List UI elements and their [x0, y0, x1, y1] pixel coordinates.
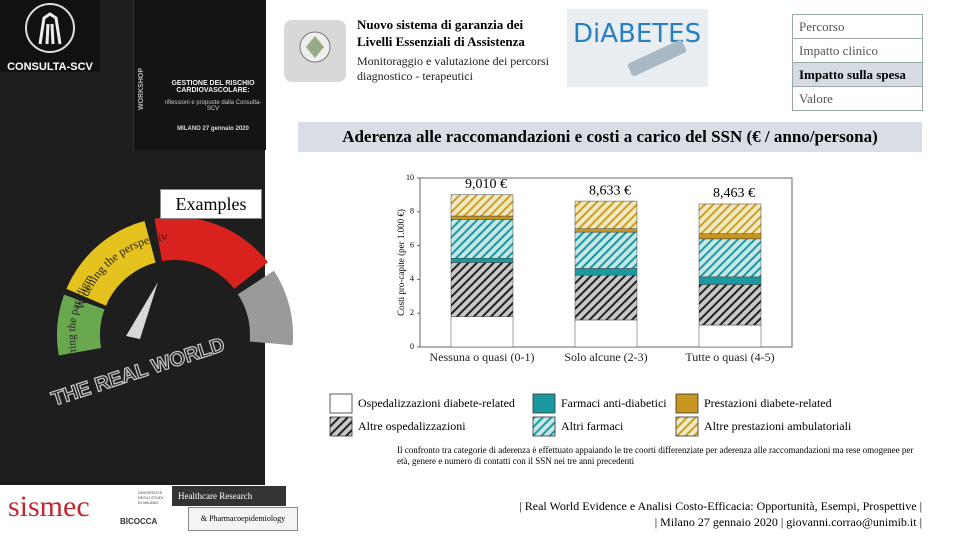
emblem-ring	[25, 3, 75, 53]
emblem-figure	[38, 12, 62, 45]
legend-label: Prestazioni diabete-related	[704, 396, 832, 410]
bar-segment	[698, 324, 762, 348]
diabetes-image: DiABETES	[567, 9, 708, 87]
emblem-star	[306, 36, 324, 58]
menu-item[interactable]: Valore	[792, 86, 923, 111]
poster: WORKSHOP GESTIONE DEL RISCHIO CARDIOVASC…	[133, 0, 266, 150]
gauge-needle	[126, 282, 158, 339]
bar-segment	[574, 231, 638, 269]
gauge-green	[56, 294, 105, 356]
sismec-logo: sismec	[8, 490, 90, 523]
x-tick-label: Tutte o quasi (4-5)	[685, 350, 775, 364]
gauge: Shifting the paradigm Widening the persp…	[0, 0, 294, 411]
legend-swatch	[329, 393, 353, 414]
header-title: Nuovo sistema di garanzia dei Livelli Es…	[357, 17, 525, 49]
total-label: 9,010 €	[465, 177, 507, 192]
bar-segment	[450, 316, 514, 348]
bar-segment	[574, 200, 638, 229]
bar-segment	[450, 262, 514, 317]
bar-segment	[450, 194, 514, 217]
bar-segment	[698, 238, 762, 278]
total-label: 8,633 €	[589, 183, 631, 198]
university-text: UNIVERSITÀ DEGLI STUDI DI MILANO	[138, 490, 164, 505]
poster-subtitle: riflessioni e proposte dalla Consulta-SC…	[164, 100, 262, 112]
legend-swatch	[675, 416, 699, 437]
poster-title: GESTIONE DEL RISCHIO CARDIOVASCOLARE:	[171, 80, 255, 94]
emblem	[299, 31, 331, 63]
bar-segment	[698, 203, 762, 235]
bar-segment	[574, 319, 638, 348]
emblem-box	[284, 20, 346, 82]
legend-swatch	[675, 393, 699, 414]
y-axis-label: Costi pro-capite (per 1.000 €)	[396, 209, 406, 316]
bar-segment	[450, 258, 514, 263]
y-tick-label: 2	[410, 308, 414, 317]
gauge-red	[154, 216, 268, 289]
bicocca-text: BICOCCA	[120, 517, 158, 526]
bar-segment	[698, 284, 762, 326]
footer-line1: | Real World Evidence e Analisi Costo-Ef…	[519, 499, 922, 513]
legend-label: Altri farmaci	[561, 419, 624, 433]
plot-frame	[419, 177, 793, 348]
menu-item[interactable]: Impatto clinico	[792, 38, 923, 63]
poster-date: MILANO 27 gennaio 2020	[177, 126, 249, 132]
y-tick-label: 6	[410, 240, 414, 249]
hr-box: Healthcare Research	[172, 486, 286, 506]
consulta-emblem	[25, 3, 75, 53]
bar-segment	[574, 268, 638, 276]
x-tick-label: Nessuna o quasi (0-1)	[429, 350, 535, 364]
y-tick-label: 10	[406, 173, 414, 182]
bar-segment	[450, 215, 514, 220]
legend-swatch	[329, 416, 353, 437]
y-tick-label: 0	[410, 342, 414, 351]
legend-swatch	[532, 416, 556, 437]
bicocca-logo: UNIVERSITÀ DEGLI STUDI DI MILANO BICOCCA	[120, 490, 170, 532]
section-title: Aderenza alle raccomandazioni e costi a …	[298, 122, 922, 152]
gauge-gray	[237, 270, 294, 346]
legend-label: Altre prestazioni ambulatoriali	[704, 419, 852, 433]
consulta-text: CONSULTA-SCV	[7, 61, 93, 73]
consulta-logo: CONSULTA-SCV	[0, 0, 100, 73]
bar-segment	[450, 219, 514, 259]
legend-label: Ospedalizzazioni diabete-related	[358, 396, 515, 410]
total-label: 8,463 €	[713, 186, 755, 201]
y-tick-label: 8	[410, 207, 414, 216]
legend-label: Altre ospedalizzazioni	[358, 419, 466, 433]
header-subtitle: Monitoraggio e valutazione dei percorsi …	[357, 54, 549, 83]
gauge-yellow	[66, 221, 156, 306]
bar-segment	[574, 274, 638, 321]
footnote: Il confronto tra categorie di aderenza è…	[397, 445, 914, 466]
pharmaco-box: & Pharmacoepidemiology	[188, 507, 298, 531]
y-tick-label: 4	[410, 274, 414, 283]
menu-item[interactable]: Impatto sulla spesa	[792, 62, 923, 87]
menu-item[interactable]: Percorso	[792, 14, 923, 39]
bar-segment	[574, 228, 638, 233]
x-tick-label: Solo alcune (2-3)	[564, 350, 648, 364]
footer-line2: | Milano 27 gennaio 2020 | giovanni.corr…	[654, 515, 922, 529]
examples-box: Examples	[160, 189, 262, 219]
bar-segment	[698, 276, 762, 285]
legend-swatch	[532, 393, 556, 414]
legend-label: Farmaci anti-diabetici	[561, 396, 667, 410]
bar-segment	[698, 233, 762, 240]
